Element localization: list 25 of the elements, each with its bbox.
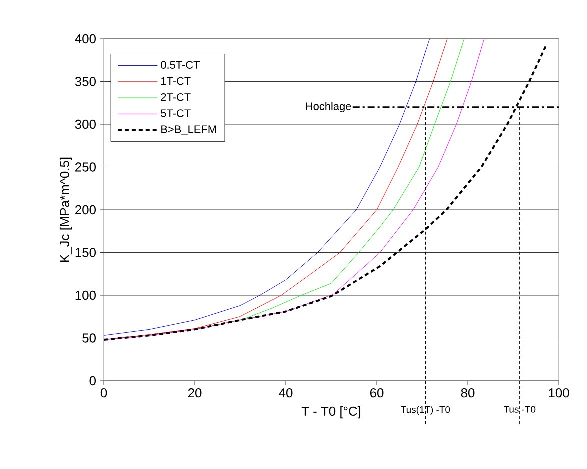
legend-label: B>B_LEFM: [162, 126, 216, 136]
y-tick-label: 400: [75, 34, 96, 44]
legend-label: 2T-CT: [161, 93, 191, 102]
ref-line-label: Tus -T0: [504, 406, 536, 413]
legend-label: 0.5T-CT: [161, 61, 200, 69]
y-axis-title: K_Jc [MPa*m^0.5]: [60, 158, 72, 262]
legend-label: 1T-CT: [162, 77, 191, 86]
y-tick-label: 200: [76, 205, 96, 215]
x-tick-label: 100: [549, 388, 570, 398]
x-axis-title: T - T0 [°C]: [302, 406, 361, 419]
y-tick-label: 150: [76, 248, 96, 258]
x-tick-label: 20: [188, 388, 202, 398]
y-tick-label: 0: [90, 376, 96, 386]
ref-line-label: Hochlage: [306, 102, 352, 112]
legend-label: 5T-CT: [161, 110, 191, 118]
y-tick-label: 100: [76, 290, 96, 300]
x-tick-label: 0: [100, 388, 108, 398]
y-tick-label: 50: [82, 334, 96, 343]
y-tick-label: 300: [75, 120, 96, 130]
x-tick-label: 60: [370, 388, 384, 398]
y-tick-label: 350: [75, 77, 96, 86]
ref-line-label: Tus(1T) -T0: [401, 406, 450, 416]
x-tick-label: 80: [461, 388, 475, 398]
x-tick-label: 40: [279, 388, 293, 398]
y-tick-label: 250: [76, 162, 96, 172]
